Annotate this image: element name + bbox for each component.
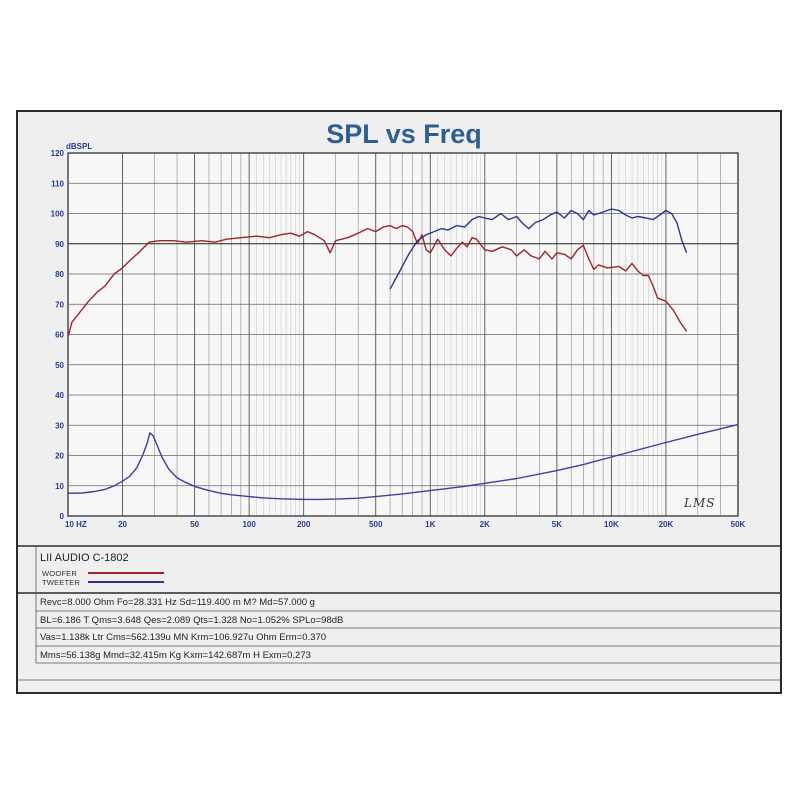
x-tick-label: 1K [425, 520, 435, 529]
param-row-2: BL=6.186 T Qms=3.648 Qes=2.089 Qts=1.328… [40, 615, 344, 626]
series-layer [67, 208, 739, 501]
x-tick-label: 50 [190, 520, 199, 529]
series-line-tweeter [389, 208, 688, 290]
y-tick-label: 40 [55, 391, 64, 400]
y-tick-label: 100 [51, 210, 65, 219]
chart-title: SPL vs Freq [326, 119, 482, 149]
param-row-3: Vas=1.138k Ltr Cms=562.139u MN Krm=106.9… [40, 632, 327, 643]
grid [67, 152, 739, 517]
signature: LMS [684, 496, 716, 510]
y-tick-label: 110 [51, 179, 64, 188]
y-tick-label: 50 [55, 361, 64, 370]
x-tick-label: 100 [242, 520, 256, 529]
y-tick-label: 80 [55, 270, 64, 279]
y-tick-label: 120 [51, 149, 65, 158]
y-tick-label: 10 [55, 482, 64, 491]
x-tick-label: 2K [480, 520, 490, 529]
x-tick-label: 10K [604, 520, 619, 529]
y-tick-label: 20 [55, 452, 64, 461]
param-row-1: Revc=8.000 Ohm Fo=28.331 Hz Sd=119.400 m… [40, 597, 315, 608]
param-row-4: Mms=56.138g Mmd=32.415m Kg Kxm=142.687m … [40, 650, 311, 661]
y-tick-label: 60 [55, 331, 64, 340]
legend-label-woofer: WOOFER [42, 569, 77, 578]
legend-swatch-woofer [88, 572, 164, 574]
y-tick-label: 0 [60, 512, 65, 521]
legend-label-tweeter: TWEETER [42, 578, 81, 587]
x-tick-label: 50K [731, 520, 746, 529]
x-tick-label: 20K [659, 520, 674, 529]
x-tick-label: 10 HZ [65, 520, 87, 529]
y-axis-label: dBSPL [66, 142, 92, 151]
x-tick-label: 20 [118, 520, 127, 529]
x-tick-label: 200 [297, 520, 311, 529]
legend-title: LII AUDIO C-1802 [40, 552, 129, 564]
legend-swatch-tweeter [88, 581, 164, 583]
y-tick-label: 30 [55, 421, 64, 430]
series-line-woofer [67, 224, 688, 338]
y-tick-label: 70 [55, 300, 64, 309]
axes: 0 10 20 30 40 50 60 70 80 90 100 110 120 10 HZ 20 50 100… [17, 119, 781, 681]
x-tick-label: 500 [369, 520, 383, 529]
y-tick-label: 90 [55, 240, 64, 249]
series-line-impedance [67, 423, 739, 501]
x-tick-label: 5K [552, 520, 562, 529]
